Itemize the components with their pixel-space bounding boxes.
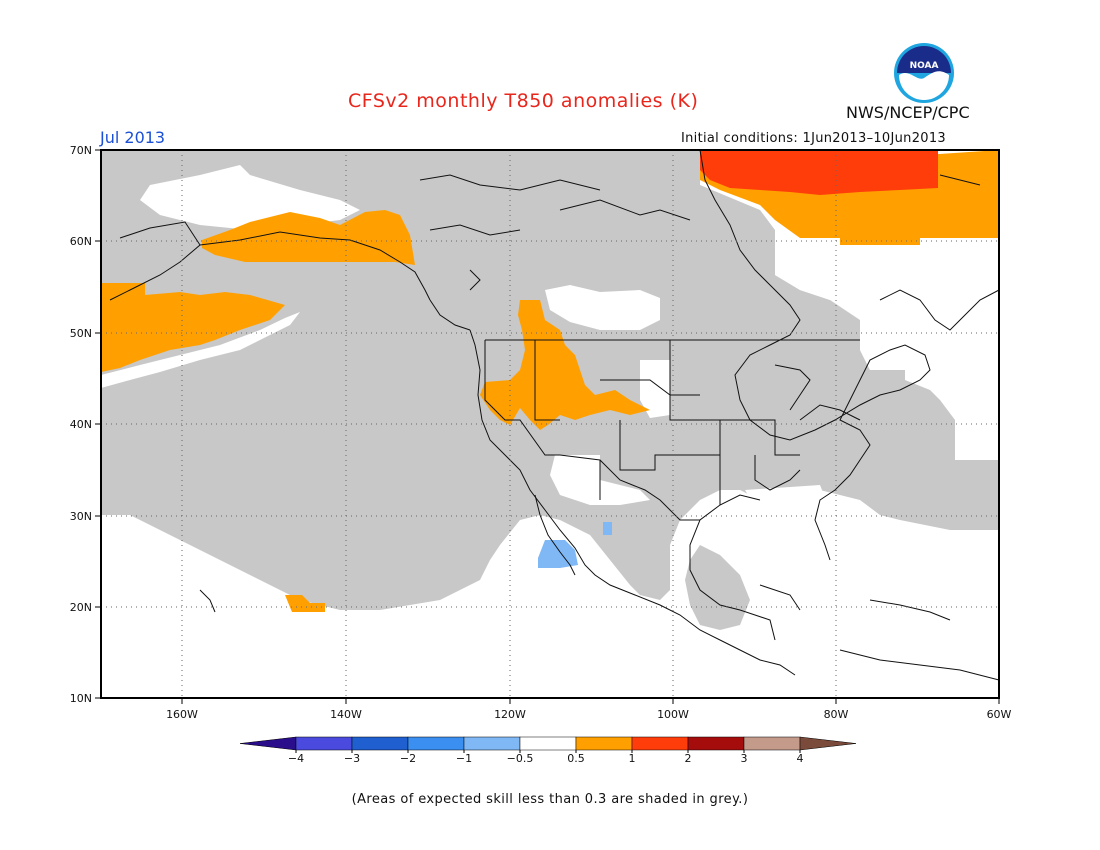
lon-label: 120W bbox=[494, 708, 526, 721]
colorbar-label: −3 bbox=[344, 752, 360, 765]
colorbar-label: −4 bbox=[288, 752, 304, 765]
latitude-labels: 70N 60N 50N 40N 30N 20N 10N bbox=[70, 144, 92, 705]
chart-title: CFSv2 monthly T850 anomalies (K) bbox=[348, 90, 699, 112]
colorbar-label: −2 bbox=[400, 752, 416, 765]
coastlines-borders bbox=[109, 149, 1000, 681]
colorbar-label: 4 bbox=[797, 752, 804, 765]
colorbar-segment bbox=[575, 736, 633, 751]
colorbar-segment bbox=[687, 736, 745, 751]
colorbar-label: 1 bbox=[629, 752, 636, 765]
skill-note: (Areas of expected skill less than 0.3 a… bbox=[351, 792, 749, 807]
lat-label: 50N bbox=[70, 327, 92, 340]
initial-conditions: Initial conditions: 1Jun2013–10Jun2013 bbox=[681, 131, 947, 146]
lat-label: 60N bbox=[70, 235, 92, 248]
colorbar-segment bbox=[407, 736, 465, 751]
lon-label: 100W bbox=[657, 708, 689, 721]
colorbar-label: 2 bbox=[685, 752, 692, 765]
colorbar-segment bbox=[631, 736, 689, 751]
logo-text: NOAA bbox=[910, 61, 939, 71]
colorbar-label: −1 bbox=[456, 752, 472, 765]
lat-label: 10N bbox=[70, 692, 92, 705]
noaa-logo: NOAA bbox=[894, 43, 954, 103]
lat-label: 70N bbox=[70, 144, 92, 157]
lon-label: 140W bbox=[330, 708, 362, 721]
forecast-month: Jul 2013 bbox=[100, 128, 166, 147]
lat-label: 40N bbox=[70, 418, 92, 431]
colorbar-label: 0.5 bbox=[567, 752, 585, 765]
colorbar-segment bbox=[463, 736, 521, 751]
colorbar-label: −0.5 bbox=[507, 752, 534, 765]
tick-marks bbox=[95, 149, 1000, 704]
lon-label: 80W bbox=[824, 708, 849, 721]
colorbar: −4 −3 −2 −1 −0.5 0.5 1 2 3 4 bbox=[239, 736, 857, 765]
lat-label: 30N bbox=[70, 510, 92, 523]
lon-label: 160W bbox=[166, 708, 198, 721]
colorbar-left-arrow bbox=[239, 736, 297, 751]
organization-label: NWS/NCEP/CPC bbox=[846, 103, 970, 122]
colorbar-segment bbox=[351, 736, 409, 751]
longitude-labels: 160W 140W 120W 100W 80W 60W bbox=[166, 708, 1011, 721]
colorbar-segment bbox=[743, 736, 801, 751]
lon-label: 60W bbox=[987, 708, 1012, 721]
no-signal-areas bbox=[101, 165, 999, 520]
colorbar-segment bbox=[295, 736, 353, 751]
positive-anomaly-1-to-2 bbox=[700, 150, 938, 195]
lat-label: 20N bbox=[70, 601, 92, 614]
colorbar-segment bbox=[519, 736, 577, 751]
negative-anomaly-0-5-to-1 bbox=[538, 522, 612, 568]
colorbar-label: 3 bbox=[741, 752, 748, 765]
colorbar-right-arrow bbox=[799, 736, 857, 751]
